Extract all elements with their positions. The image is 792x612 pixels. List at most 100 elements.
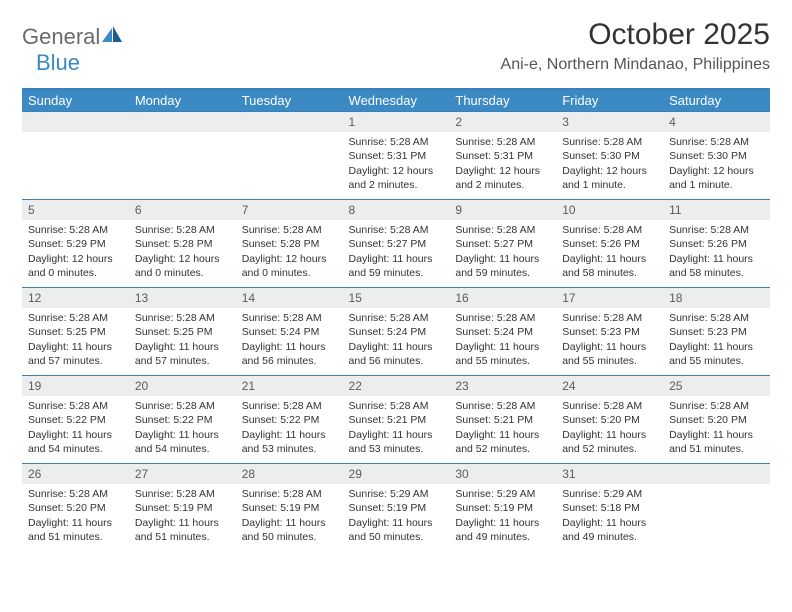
weekday-header: Saturday (663, 89, 770, 111)
day-details: Sunrise: 5:28 AMSunset: 5:21 PMDaylight:… (449, 396, 556, 459)
daylight-text: Daylight: 11 hours and 56 minutes. (242, 340, 337, 368)
sunrise-text: Sunrise: 5:29 AM (349, 487, 444, 501)
sunrise-text: Sunrise: 5:28 AM (349, 311, 444, 325)
daylight-text: Daylight: 11 hours and 51 minutes. (135, 516, 230, 544)
daylight-text: Daylight: 11 hours and 53 minutes. (242, 428, 337, 456)
sunrise-text: Sunrise: 5:28 AM (242, 399, 337, 413)
day-details: Sunrise: 5:29 AMSunset: 5:18 PMDaylight:… (556, 484, 663, 547)
sunrise-text: Sunrise: 5:28 AM (28, 399, 123, 413)
day-details: Sunrise: 5:28 AMSunset: 5:24 PMDaylight:… (236, 308, 343, 371)
day-details: Sunrise: 5:28 AMSunset: 5:25 PMDaylight:… (22, 308, 129, 371)
sunrise-text: Sunrise: 5:28 AM (135, 399, 230, 413)
sunrise-text: Sunrise: 5:28 AM (455, 311, 550, 325)
sunset-text: Sunset: 5:24 PM (349, 325, 444, 339)
sunset-text: Sunset: 5:19 PM (349, 501, 444, 515)
sunset-text: Sunset: 5:21 PM (349, 413, 444, 427)
sunrise-text: Sunrise: 5:28 AM (242, 223, 337, 237)
calendar-day-cell: 22Sunrise: 5:28 AMSunset: 5:21 PMDayligh… (343, 375, 450, 463)
calendar-day-cell: 1Sunrise: 5:28 AMSunset: 5:31 PMDaylight… (343, 111, 450, 199)
day-number: 17 (556, 287, 663, 308)
daylight-text: Daylight: 11 hours and 52 minutes. (455, 428, 550, 456)
sunset-text: Sunset: 5:21 PM (455, 413, 550, 427)
weekday-header: Wednesday (343, 89, 450, 111)
calendar-day-cell: 16 Sunrise: 5:28 AMSunset: 5:24 PMDayligh… (449, 287, 556, 375)
sunset-text: Sunset: 5:22 PM (28, 413, 123, 427)
sunrise-text: Sunrise: 5:28 AM (669, 399, 764, 413)
calendar-day-cell: 21Sunrise: 5:28 AMSunset: 5:22 PMDayligh… (236, 375, 343, 463)
day-details: Sunrise: 5:28 AMSunset: 5:28 PMDaylight:… (129, 220, 236, 283)
sunset-text: Sunset: 5:22 PM (135, 413, 230, 427)
day-number: 30 (449, 463, 556, 484)
day-details: Sunrise: 5:28 AMSunset: 5:19 PMDaylight:… (236, 484, 343, 547)
daylight-text: Daylight: 11 hours and 55 minutes. (455, 340, 550, 368)
calendar-day-cell: 27Sunrise: 5:28 AMSunset: 5:19 PMDayligh… (129, 463, 236, 551)
sunset-text: Sunset: 5:27 PM (455, 237, 550, 251)
sunrise-text: Sunrise: 5:28 AM (135, 311, 230, 325)
sunset-text: Sunset: 5:26 PM (562, 237, 657, 251)
day-number (129, 111, 236, 132)
daylight-text: Daylight: 11 hours and 59 minutes. (349, 252, 444, 280)
calendar-week-row: 5Sunrise: 5:28 AMSunset: 5:29 PMDaylight… (22, 199, 770, 287)
day-number: 26 (22, 463, 129, 484)
sunset-text: Sunset: 5:18 PM (562, 501, 657, 515)
daylight-text: Daylight: 11 hours and 54 minutes. (135, 428, 230, 456)
daylight-text: Daylight: 11 hours and 52 minutes. (562, 428, 657, 456)
day-number: 8 (343, 199, 450, 220)
daylight-text: Daylight: 11 hours and 49 minutes. (455, 516, 550, 544)
sunset-text: Sunset: 5:19 PM (135, 501, 230, 515)
day-details: Sunrise: 5:28 AMSunset: 5:21 PMDaylight:… (343, 396, 450, 459)
day-number: 18 (663, 287, 770, 308)
sunrise-text: Sunrise: 5:28 AM (349, 399, 444, 413)
day-details: Sunrise: 5:28 AMSunset: 5:22 PMDaylight:… (236, 396, 343, 459)
sunrise-text: Sunrise: 5:28 AM (562, 311, 657, 325)
sunrise-text: Sunrise: 5:28 AM (669, 311, 764, 325)
day-number: 11 (663, 199, 770, 220)
sunrise-text: Sunrise: 5:28 AM (28, 487, 123, 501)
sunset-text: Sunset: 5:27 PM (349, 237, 444, 251)
day-number (236, 111, 343, 132)
sunrise-text: Sunrise: 5:29 AM (562, 487, 657, 501)
day-number: 25 (663, 375, 770, 396)
day-number: 16 (449, 287, 556, 308)
daylight-text: Daylight: 12 hours and 1 minute. (562, 164, 657, 192)
day-details: Sunrise: 5:28 AMSunset: 5:23 PMDaylight:… (663, 308, 770, 371)
day-number: 15 (343, 287, 450, 308)
day-number: 24 (556, 375, 663, 396)
calendar-day-cell: 23Sunrise: 5:28 AMSunset: 5:21 PMDayligh… (449, 375, 556, 463)
calendar-day-cell: 3Sunrise: 5:28 AMSunset: 5:30 PMDaylight… (556, 111, 663, 199)
day-details: Sunrise: 5:28 AMSunset: 5:25 PMDaylight:… (129, 308, 236, 371)
calendar-day-cell: 8Sunrise: 5:28 AMSunset: 5:27 PMDaylight… (343, 199, 450, 287)
day-number: 10 (556, 199, 663, 220)
sunset-text: Sunset: 5:30 PM (562, 149, 657, 163)
day-details: Sunrise: 5:29 AMSunset: 5:19 PMDaylight:… (343, 484, 450, 547)
sunset-text: Sunset: 5:28 PM (242, 237, 337, 251)
day-number: 9 (449, 199, 556, 220)
day-number: 22 (343, 375, 450, 396)
sunset-text: Sunset: 5:20 PM (28, 501, 123, 515)
daylight-text: Daylight: 12 hours and 2 minutes. (455, 164, 550, 192)
sunset-text: Sunset: 5:29 PM (28, 237, 123, 251)
day-number: 1 (343, 111, 450, 132)
daylight-text: Daylight: 12 hours and 0 minutes. (28, 252, 123, 280)
calendar-day-cell: 29Sunrise: 5:29 AMSunset: 5:19 PMDayligh… (343, 463, 450, 551)
weekday-header-row: Sunday Monday Tuesday Wednesday Thursday… (22, 89, 770, 111)
day-details: Sunrise: 5:28 AMSunset: 5:27 PMDaylight:… (343, 220, 450, 283)
sunset-text: Sunset: 5:30 PM (669, 149, 764, 163)
sunrise-text: Sunrise: 5:28 AM (455, 399, 550, 413)
calendar-week-row: 12Sunrise: 5:28 AMSunset: 5:25 PMDayligh… (22, 287, 770, 375)
daylight-text: Daylight: 11 hours and 50 minutes. (242, 516, 337, 544)
sunset-text: Sunset: 5:20 PM (562, 413, 657, 427)
day-details: Sunrise: 5:28 AMSunset: 5:31 PMDaylight:… (449, 132, 556, 195)
sunrise-text: Sunrise: 5:28 AM (28, 223, 123, 237)
sunset-text: Sunset: 5:24 PM (455, 325, 550, 339)
sunrise-text: Sunrise: 5:28 AM (242, 487, 337, 501)
sunset-text: Sunset: 5:28 PM (135, 237, 230, 251)
logo: General (22, 24, 124, 50)
sunrise-text: Sunrise: 5:28 AM (349, 223, 444, 237)
day-number: 23 (449, 375, 556, 396)
sunrise-text: Sunrise: 5:28 AM (669, 135, 764, 149)
day-details: Sunrise: 5:28 AMSunset: 5:26 PMDaylight:… (556, 220, 663, 283)
calendar-day-cell: 9Sunrise: 5:28 AMSunset: 5:27 PMDaylight… (449, 199, 556, 287)
daylight-text: Daylight: 12 hours and 0 minutes. (135, 252, 230, 280)
day-number: 19 (22, 375, 129, 396)
